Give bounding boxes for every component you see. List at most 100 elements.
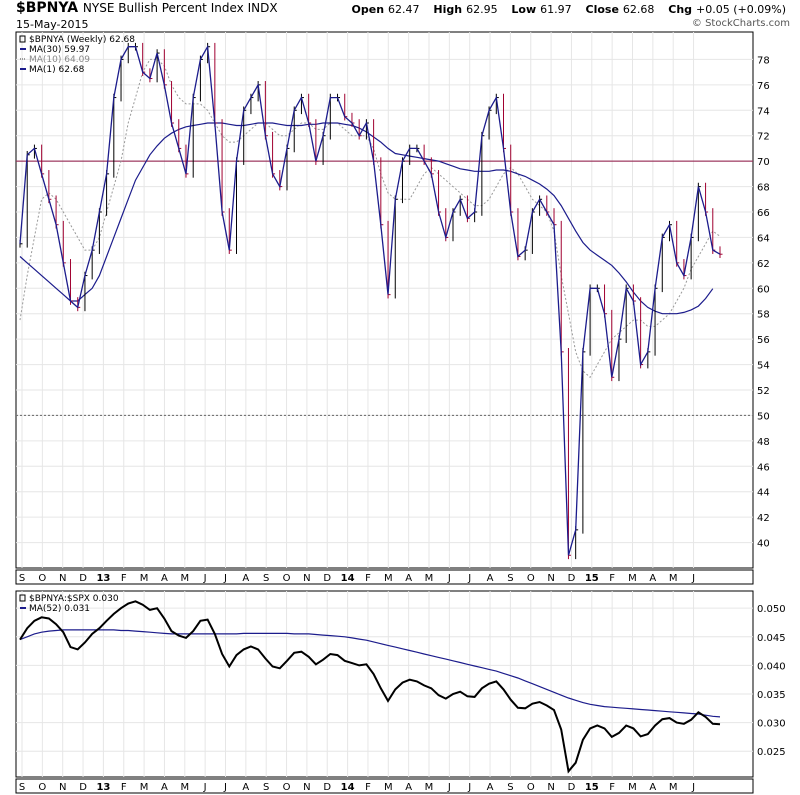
lower-x-tick-label: M (628, 782, 637, 793)
lower-x-tick-label: M (669, 782, 678, 793)
main-legend-label: MA(10) 64.09 (29, 55, 90, 65)
main-panel-frame (15, 31, 754, 569)
main-y-tick-label: 64 (757, 233, 770, 244)
main-x-tick-label: D (79, 573, 87, 584)
main-y-tick-label: 60 (757, 284, 770, 295)
lower-x-tick-label: J (223, 782, 227, 793)
main-x-tick-label: M (628, 573, 637, 584)
symbol-description: NYSE Bullish Percent Index (82, 1, 244, 15)
lower-y-tick-label: 0.025 (757, 747, 786, 758)
lower-x-tick-label: S (19, 782, 25, 793)
main-y-tick-label: 70 (757, 157, 770, 168)
main-x-tick-label: A (649, 573, 656, 584)
main-y-tick-label: 40 (757, 539, 770, 550)
lower-date-axis-frame (15, 778, 754, 794)
main-y-tick-label: 44 (757, 488, 770, 499)
main-x-tick-label: O (38, 573, 46, 584)
open-value: 62.47 (388, 3, 420, 16)
lower-x-tick-label: J (447, 782, 451, 793)
lower-y-tick-label: 0.045 (757, 633, 786, 644)
main-x-tick-label: M (140, 573, 149, 584)
main-x-tick-label: F (609, 573, 615, 584)
lower-legend-bar-icon (19, 594, 26, 602)
lower-x-tick-label: N (303, 782, 310, 793)
main-x-tick-label: J (467, 573, 471, 584)
chg-value: +0.05 (+0.09%) (696, 3, 786, 16)
main-x-tick-label: J (447, 573, 451, 584)
main-y-tick-label: 58 (757, 310, 770, 321)
lower-x-tick-label: D (568, 782, 576, 793)
main-y-tick-label: 74 (757, 106, 770, 117)
main-x-tick-label: S (263, 573, 269, 584)
lower-y-tick-label: 0.040 (757, 661, 786, 672)
main-y-tick-label: 50 (757, 411, 770, 422)
main-y-tick-label: 52 (757, 386, 770, 397)
lower-x-tick-label: J (467, 782, 471, 793)
ma52-line (19, 629, 721, 718)
main-x-tick-label: 13 (96, 573, 110, 584)
lower-x-tick-label: N (59, 782, 66, 793)
lower-y-tick-label: 0.050 (757, 604, 786, 615)
main-x-tick-label: A (161, 573, 168, 584)
main-x-tick-label: F (365, 573, 371, 584)
lower-x-tick-label: O (38, 782, 46, 793)
lower-x-tick-label: S (507, 782, 513, 793)
lower-x-tick-label: F (121, 782, 127, 793)
lower-x-tick-label: A (405, 782, 412, 793)
main-y-tick-label: 48 (757, 437, 770, 448)
chart-symbol: $BPNYA NYSE Bullish Percent Index INDX (16, 0, 278, 16)
stockcharts-credit: © StockCharts.com (691, 18, 790, 29)
lower-y-tick-label: 0.035 (757, 690, 786, 701)
lower-legend-label: MA(52) 0.031 (29, 604, 90, 614)
high-value: 62.95 (466, 3, 498, 16)
low-label: Low (511, 3, 537, 16)
lower-x-tick-label: M (384, 782, 393, 793)
lower-x-tick-label: A (649, 782, 656, 793)
symbol-exchange: INDX (247, 1, 278, 15)
lower-x-tick-label: A (487, 782, 494, 793)
lower-x-tick-label: J (691, 782, 695, 793)
main-x-tick-label: J (203, 573, 207, 584)
ma1-price-line (19, 44, 721, 556)
main-y-tick-label: 76 (757, 81, 770, 92)
main-x-tick-label: M (384, 573, 393, 584)
open-label: Open (351, 3, 385, 16)
main-y-tick-label: 78 (757, 55, 770, 66)
main-y-tick-label: 54 (757, 361, 770, 372)
close-label: Close (585, 3, 619, 16)
main-x-tick-label: N (303, 573, 310, 584)
main-y-tick-label: 56 (757, 335, 770, 346)
main-y-tick-label: 72 (757, 132, 770, 143)
main-x-tick-label: D (323, 573, 331, 584)
lower-x-tick-label: M (140, 782, 149, 793)
lower-x-tick-label: A (161, 782, 168, 793)
main-x-tick-label: A (487, 573, 494, 584)
main-x-tick-label: D (568, 573, 576, 584)
lower-x-tick-label: J (203, 782, 207, 793)
main-x-tick-label: O (527, 573, 535, 584)
lower-x-tick-label: N (547, 782, 554, 793)
main-y-tick-label: 68 (757, 183, 770, 194)
lower-x-tick-label: D (79, 782, 87, 793)
chart-date: 15-May-2015 (16, 18, 89, 31)
lower-legend-label: $BPNYA:$SPX 0.030 (29, 594, 119, 604)
main-x-tick-label: M (669, 573, 678, 584)
high-label: High (433, 3, 463, 16)
main-date-axis-frame (15, 569, 754, 585)
main-x-tick-label: F (121, 573, 127, 584)
main-y-tick-label: 62 (757, 259, 770, 270)
main-legend-label: MA(1) 62.68 (29, 65, 85, 75)
main-x-tick-label: N (547, 573, 554, 584)
lower-x-tick-label: M (425, 782, 434, 793)
close-value: 62.68 (622, 3, 655, 16)
lower-panel-frame (15, 590, 754, 778)
lower-x-tick-label: 15 (585, 782, 599, 793)
main-x-tick-label: N (59, 573, 66, 584)
chg-label: Chg (668, 3, 693, 16)
low-value: 61.97 (540, 3, 572, 16)
main-legend-bar-icon (19, 35, 26, 43)
lower-x-tick-label: D (323, 782, 331, 793)
main-x-tick-label: S (19, 573, 25, 584)
main-x-tick-label: A (405, 573, 412, 584)
main-x-tick-label: J (223, 573, 227, 584)
